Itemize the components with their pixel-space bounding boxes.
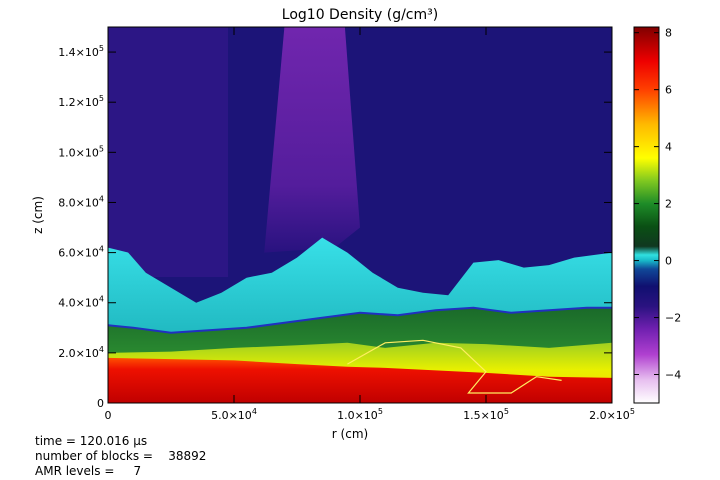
x-tick-label: 1.0×105 [337,407,383,422]
y-tick-label: 1.4×105 [58,44,104,59]
time-annotation: time = 120.016 µs [35,434,148,448]
x-tick-label: 0 [105,409,112,422]
dense-base-layer [108,357,612,403]
amr-levels-annotation: AMR levels = 7 [35,464,142,478]
y-tick-label: 1.0×105 [58,144,104,159]
colorbar: −4 −2 0 2 4 6 8 [633,26,681,404]
x-axis: 0 5.0×104 1.0×105 1.5×105 2.0×105 [105,27,635,422]
colorbar-tick-label: 4 [665,141,672,154]
y-tick-label: 6.0×104 [58,245,104,260]
plot-area [108,27,612,403]
contour-line [108,306,612,334]
y-tick-label: 0 [97,397,104,410]
y-tick-label: 4.0×104 [58,295,104,310]
colorbar-tick-label: 6 [665,84,672,97]
colorbar-gradient [633,26,660,404]
colorbar-tick-label: 2 [665,198,672,211]
blocks-annotation: number of blocks = 38892 [35,449,207,463]
colorbar-tick-label: −2 [665,312,681,325]
y-tick-label: 1.2×105 [58,94,104,109]
x-axis-label: r (cm) [332,427,368,441]
y-tick-label: 2.0×104 [58,345,104,360]
low-density-plume [264,27,360,253]
x-tick-label: 1.5×105 [463,407,509,422]
y-axis: 0 2.0×104 4.0×104 6.0×104 8.0×104 1.0×105 1.2×… [58,44,612,410]
colorbar-tick-label: −4 [665,369,681,382]
chart-title: Log10 Density (g/cm³) [282,7,438,23]
x-tick-label: 5.0×104 [211,407,257,422]
shock-contour [347,339,562,394]
y-axis-label: z (cm) [31,196,45,234]
y-tick-label: 8.0×104 [58,194,104,209]
x-tick-label: 2.0×105 [589,407,635,422]
upper-left-haze [108,27,228,277]
colorbar-tick-label: 0 [665,255,672,268]
colorbar-tick-label: 8 [665,27,672,40]
